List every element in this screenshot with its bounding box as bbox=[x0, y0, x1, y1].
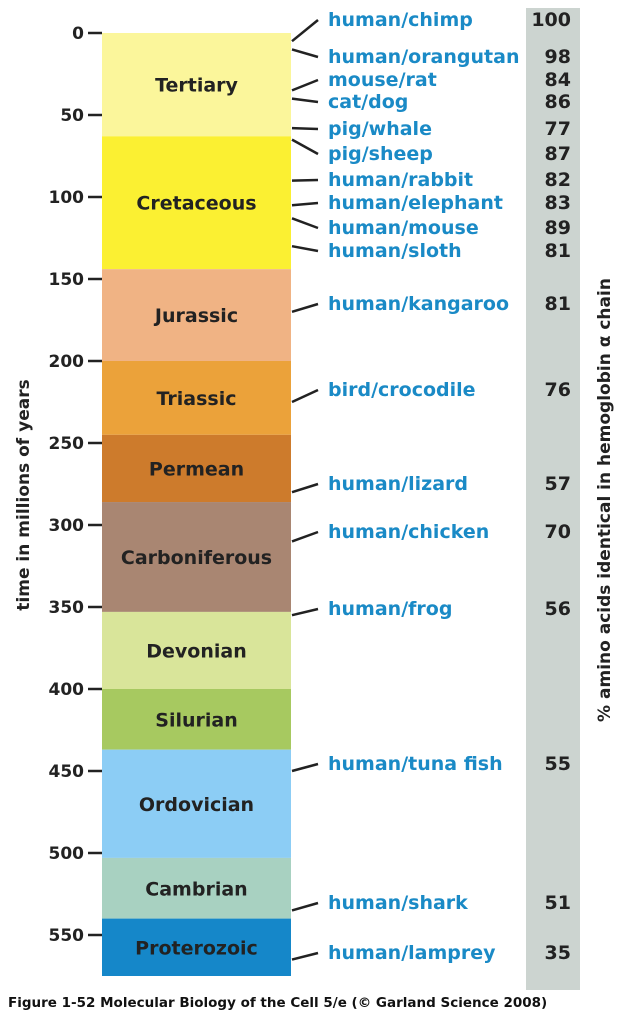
period-label-triassic: Triassic bbox=[157, 388, 237, 410]
tick-label: 450 bbox=[49, 762, 85, 782]
percent-identical-value: 56 bbox=[545, 598, 571, 620]
leader-line bbox=[291, 951, 319, 961]
leader-line bbox=[291, 388, 319, 404]
percent-identical-value: 51 bbox=[545, 892, 571, 914]
comparison-pair-label: human/elephant bbox=[328, 192, 503, 214]
comparison-pair-label: human/lamprey bbox=[328, 942, 496, 964]
comparison-pair-label: human/mouse bbox=[328, 217, 479, 239]
comparison-pair-label: cat/dog bbox=[328, 91, 408, 113]
tick-label: 250 bbox=[49, 434, 85, 454]
time-axis: 0 50 100 150 200 250 300 350 400 450 500 550 bbox=[49, 24, 102, 946]
leader-line bbox=[291, 302, 319, 313]
comparison-pair-label: human/lizard bbox=[328, 473, 468, 495]
percent-identical-value: 87 bbox=[545, 143, 571, 165]
comparison-pair-label: human/chicken bbox=[328, 521, 489, 543]
percent-identical-value: 100 bbox=[531, 9, 571, 31]
tick-label: 150 bbox=[49, 270, 85, 290]
comparison-pair-label: human/sloth bbox=[328, 240, 462, 262]
period-label-carboniferous: Carboniferous bbox=[121, 547, 272, 569]
percent-identical-value: 77 bbox=[545, 118, 571, 140]
percent-identical-value: 86 bbox=[545, 91, 571, 113]
period-bands: Tertiary Cretaceous Jurassic Triassic Permea… bbox=[102, 33, 291, 976]
period-label-proterozoic: Proterozoic bbox=[135, 937, 258, 959]
tick-label: 100 bbox=[49, 188, 85, 208]
period-label-cambrian: Cambrian bbox=[145, 878, 247, 900]
comparison-pair-label: human/kangaroo bbox=[328, 293, 509, 315]
period-label-devonian: Devonian bbox=[146, 640, 246, 662]
comparison-pair-label: human/frog bbox=[328, 598, 452, 620]
percent-identical-value: 83 bbox=[545, 192, 571, 214]
comparison-pair-label: pig/whale bbox=[328, 118, 432, 140]
tick-label: 50 bbox=[60, 106, 84, 126]
period-band-tertiary bbox=[102, 33, 291, 137]
comparison-pair-label: human/tuna fish bbox=[328, 753, 503, 775]
comparison-pair-label: pig/sheep bbox=[328, 143, 433, 165]
percent-identical-value: 89 bbox=[545, 217, 571, 239]
tick-label: 550 bbox=[49, 926, 85, 946]
percent-identical-value: 76 bbox=[545, 379, 571, 401]
percent-identical-value: 81 bbox=[545, 293, 571, 315]
leader-line bbox=[291, 217, 319, 230]
period-band-carboniferous bbox=[102, 502, 291, 612]
period-label-tertiary: Tertiary bbox=[155, 75, 238, 97]
leader-line bbox=[291, 201, 319, 207]
leader-line bbox=[291, 607, 319, 617]
percent-identical-value: 82 bbox=[545, 169, 571, 191]
comparison-pair-label: human/rabbit bbox=[328, 169, 473, 191]
period-label-cretaceous: Cretaceous bbox=[136, 193, 256, 215]
leader-line bbox=[291, 244, 319, 253]
percent-identical-value: 55 bbox=[545, 753, 571, 775]
period-band-devonian bbox=[102, 611, 291, 689]
period-label-jurassic: Jurassic bbox=[153, 305, 238, 327]
leader-line bbox=[291, 530, 319, 543]
percent-column bbox=[526, 8, 580, 990]
percent-identical-value: 70 bbox=[545, 521, 571, 543]
period-label-silurian: Silurian bbox=[155, 709, 237, 731]
period-band-jurassic bbox=[102, 269, 291, 361]
percent-identical-value: 81 bbox=[545, 240, 571, 262]
period-band-triassic bbox=[102, 361, 291, 435]
leader-line bbox=[291, 482, 319, 494]
comparison-labels: human/chimp 100 human/orangutan 98 mouse/rat… bbox=[291, 9, 571, 964]
tick-label: 300 bbox=[49, 516, 85, 536]
comparison-pair-label: human/chimp bbox=[328, 9, 473, 31]
figure-caption: Figure 1-52 Molecular Biology of the Cel… bbox=[8, 995, 548, 1011]
leader-line bbox=[291, 178, 319, 182]
leader-line bbox=[291, 126, 319, 131]
tick-label: 350 bbox=[49, 598, 85, 618]
comparison-pair-label: mouse/rat bbox=[328, 69, 437, 91]
period-label-permean: Permean bbox=[149, 458, 244, 480]
period-band-proterozoic bbox=[102, 918, 291, 976]
comparison-pair-label: human/orangutan bbox=[328, 46, 519, 68]
percent-identical-value: 57 bbox=[545, 473, 571, 495]
leader-line bbox=[291, 78, 319, 92]
geologic-timescale-diagram: Tertiary Cretaceous Jurassic Triassic Permea… bbox=[14, 8, 615, 990]
percent-identical-value: 98 bbox=[545, 46, 571, 68]
tick-label: 200 bbox=[49, 352, 85, 372]
period-band-cambrian bbox=[102, 857, 291, 919]
tick-label: 500 bbox=[49, 844, 85, 864]
leader-line bbox=[291, 762, 319, 773]
leader-line bbox=[291, 48, 319, 59]
comparison-pair-label: human/shark bbox=[328, 892, 468, 914]
leader-line bbox=[291, 97, 319, 104]
period-band-cretaceous bbox=[102, 136, 291, 270]
leader-line bbox=[291, 19, 319, 43]
period-band-silurian bbox=[102, 689, 291, 750]
period-label-ordovician: Ordovician bbox=[139, 794, 254, 816]
percent-identical-value: 35 bbox=[545, 942, 571, 964]
period-band-permean bbox=[102, 434, 291, 503]
leader-line bbox=[291, 901, 319, 912]
tick-label: 400 bbox=[49, 680, 85, 700]
tick-label: 0 bbox=[72, 24, 84, 44]
percent-column-bg bbox=[526, 8, 580, 990]
right-axis-label: % amino acids identical in hemoglobin α … bbox=[595, 278, 615, 722]
leader-line bbox=[291, 138, 319, 156]
period-band-ordovician bbox=[102, 749, 291, 858]
percent-identical-value: 84 bbox=[545, 69, 571, 91]
y-axis-label: time in millions of years bbox=[14, 379, 34, 610]
comparison-pair-label: bird/crocodile bbox=[328, 379, 476, 401]
